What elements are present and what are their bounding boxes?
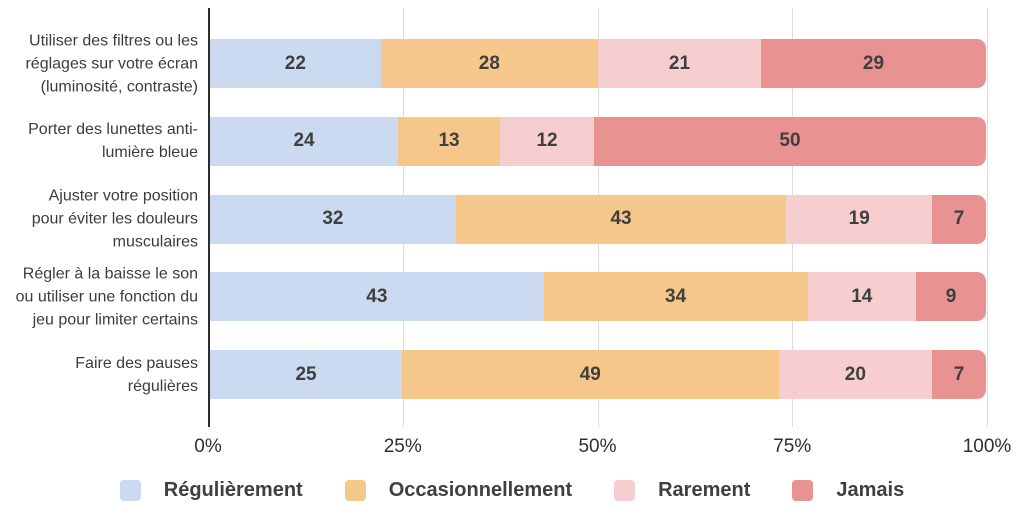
bar-segment-régulièrement: 43 bbox=[210, 272, 544, 322]
category-label-line: pour éviter les douleurs bbox=[31, 210, 198, 228]
category-label-line: réglages sur votre écran bbox=[25, 55, 198, 72]
segment-value: 12 bbox=[536, 130, 558, 152]
x-axis-labels: 0% 25% 50% 75% 100% bbox=[194, 436, 1011, 458]
category-label: Porter des lunettes anti-lumière bleue bbox=[28, 118, 198, 164]
x-tick-label: 100% bbox=[962, 436, 1012, 457]
bar-segment-rarement: 14 bbox=[807, 272, 917, 322]
segment-value: 14 bbox=[851, 285, 873, 307]
segment-value: 49 bbox=[579, 363, 601, 385]
segment-value: 32 bbox=[322, 208, 344, 229]
segment-value: 28 bbox=[478, 52, 500, 74]
bar-row: Régler à la baisse le son ou utiliser une… bbox=[16, 265, 986, 328]
legend-item-régulièrement: Régulièrement bbox=[119, 478, 303, 502]
x-tick-label: 0% bbox=[194, 436, 222, 457]
bar-segment-rarement: 19 bbox=[786, 194, 933, 244]
legend-label: Jamais bbox=[836, 478, 905, 501]
plot-area: Utiliser des filtres ou les réglages sur … bbox=[16, 8, 988, 427]
bar-segment-occasionnellement: 34 bbox=[543, 272, 808, 322]
segment-value: 29 bbox=[862, 52, 885, 74]
segment-value: 9 bbox=[945, 285, 957, 307]
x-tick-label: 75% bbox=[773, 436, 812, 457]
x-tick-label: 25% bbox=[383, 436, 422, 457]
segment-value: 13 bbox=[438, 130, 460, 152]
segment-value: 25 bbox=[295, 363, 317, 385]
segment-value: 34 bbox=[665, 285, 687, 307]
segment-value: 7 bbox=[953, 208, 965, 229]
category-label-line: ou utiliser une fonction du bbox=[15, 288, 198, 306]
bar-segment-occasionnellement: 43 bbox=[455, 194, 787, 244]
category-label-line: jeu pour limiter certains bbox=[32, 311, 198, 329]
legend-item-occasionnellement: Occasionnellement bbox=[344, 478, 573, 502]
bar-segment-jamais: 29 bbox=[760, 39, 986, 88]
segment-value: 19 bbox=[848, 208, 870, 229]
legend-swatch bbox=[344, 479, 366, 501]
legend-label: Rarement bbox=[658, 478, 751, 501]
category-label: Ajuster votre position pour éviter les do… bbox=[32, 185, 198, 254]
y-axis-line bbox=[208, 8, 210, 427]
bar-segment-jamais: 50 bbox=[594, 116, 986, 166]
legend: Régulièrement Occasionnellement Rarement Ja… bbox=[0, 476, 1024, 504]
bar-segment-régulièrement: 22 bbox=[210, 39, 381, 88]
bar-segment-jamais: 7 bbox=[932, 350, 986, 399]
bar-segment-régulièrement: 32 bbox=[210, 194, 456, 244]
category-label-line: Ajuster votre position bbox=[48, 187, 198, 205]
bar-segment-rarement: 21 bbox=[597, 39, 761, 88]
bar-row: Ajuster votre position pour éviter les do… bbox=[32, 188, 986, 251]
segment-value: 43 bbox=[610, 208, 632, 229]
segment-value: 21 bbox=[668, 52, 691, 74]
legend-label: Occasionnellement bbox=[388, 478, 573, 501]
bar-segment-rarement: 20 bbox=[778, 350, 933, 399]
legend-swatch bbox=[614, 479, 636, 501]
segment-value: 7 bbox=[953, 363, 965, 385]
category-label-line: (luminosité, contraste) bbox=[40, 78, 198, 95]
bar-segment-occasionnellement: 28 bbox=[380, 39, 598, 88]
segment-value: 20 bbox=[844, 363, 866, 385]
segment-value: 50 bbox=[779, 130, 801, 152]
category-label-line: Faire des pauses bbox=[75, 354, 198, 372]
category-label-line: musculaires bbox=[112, 233, 198, 251]
bar-segment-occasionnellement: 13 bbox=[398, 116, 500, 166]
bar-segment-régulièrement: 25 bbox=[210, 350, 403, 399]
bar-row: Utiliser des filtres ou les réglages sur … bbox=[25, 32, 986, 95]
category-label: Utiliser des filtres ou les réglages sur … bbox=[25, 29, 198, 98]
legend-item-rarement: Rarement bbox=[614, 479, 750, 502]
segment-value: 24 bbox=[293, 130, 315, 152]
category-label: Régler à la baisse le son ou utiliser une… bbox=[16, 262, 198, 331]
category-label-line: Utiliser des filtres ou les bbox=[29, 32, 198, 49]
bar-row: Porter des lunettes anti-lumière bleue 24… bbox=[28, 116, 986, 166]
category-label-line: lumière bleue bbox=[101, 144, 198, 162]
bar-segment-régulièrement: 24 bbox=[210, 116, 399, 166]
gridline-100 bbox=[987, 8, 988, 427]
bar-segment-occasionnellement: 49 bbox=[402, 350, 779, 399]
category-label-line: Régler à la baisse le son bbox=[22, 265, 198, 283]
legend-item-jamais: Jamais bbox=[792, 479, 904, 502]
category-label: Faire des pauses régulières bbox=[75, 352, 198, 398]
bar-segment-rarement: 12 bbox=[500, 116, 595, 166]
segment-value: 22 bbox=[284, 52, 306, 74]
legend-label: Régulièrement bbox=[163, 478, 303, 501]
bar-rows-container: Utiliser des filtres ou les réglages sur … bbox=[16, 32, 986, 399]
x-tick-label: 50% bbox=[578, 436, 617, 457]
segment-value: 43 bbox=[366, 285, 388, 307]
bar-segment-jamais: 7 bbox=[932, 194, 986, 244]
category-label-line: régulières bbox=[127, 377, 198, 395]
bar-row: Faire des pauses régulières 25 49 20 7 bbox=[75, 350, 986, 399]
bar-segment-jamais: 9 bbox=[916, 272, 986, 322]
category-label-line: Porter des lunettes anti- bbox=[28, 121, 198, 139]
legend-swatch bbox=[792, 479, 814, 501]
legend-swatch bbox=[119, 479, 141, 501]
